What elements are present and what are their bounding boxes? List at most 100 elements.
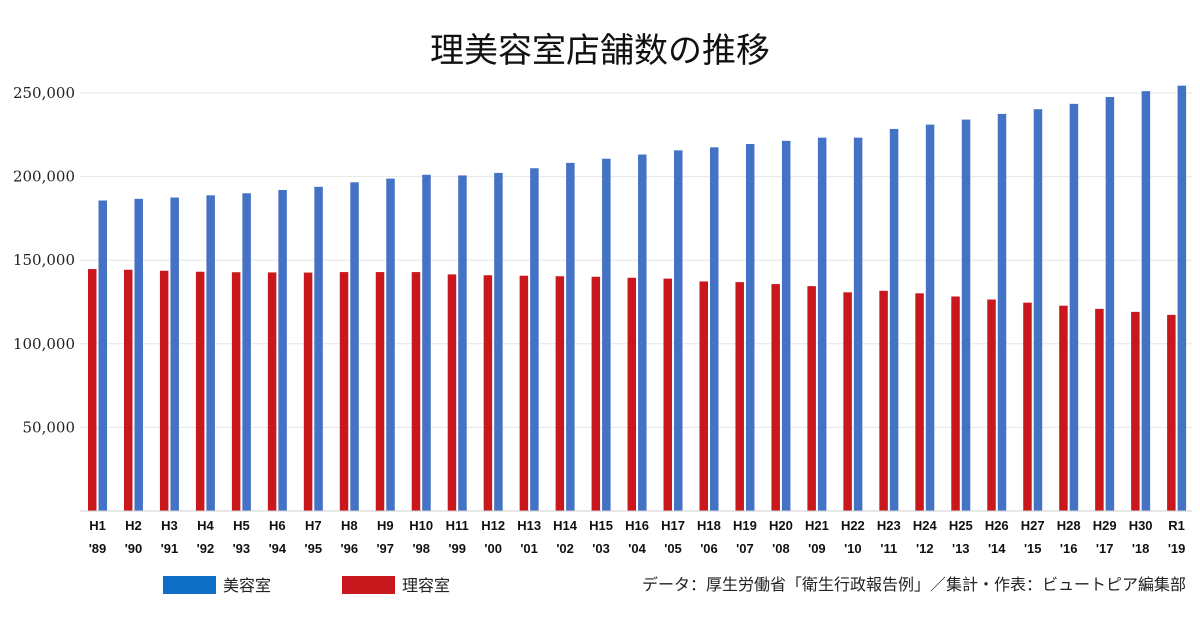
x-tick-label: H6 bbox=[269, 518, 286, 533]
bar-riyoshitsu bbox=[1023, 302, 1032, 511]
bar-riyoshitsu bbox=[375, 272, 385, 511]
x-tick-label: H7 bbox=[305, 518, 322, 533]
y-axis-ticks: 50,000 100,000 150,000 200,000 250,000 bbox=[13, 84, 75, 436]
bar-biyoshitsu bbox=[422, 174, 431, 511]
bar-riyoshitsu bbox=[987, 299, 996, 511]
x-tick-label: H13 bbox=[517, 518, 541, 533]
x-tick-label: H25 bbox=[949, 518, 973, 533]
bar-riyoshitsu bbox=[231, 272, 241, 511]
x-tick-label-year: '02 bbox=[556, 541, 574, 556]
x-tick-label: H15 bbox=[589, 518, 613, 533]
bar-biyoshitsu bbox=[1141, 91, 1151, 511]
x-tick-label-year: '07 bbox=[736, 541, 754, 556]
x-tick-label: H4 bbox=[197, 518, 214, 533]
bar-biyoshitsu bbox=[530, 168, 539, 512]
legend-label: 理容室 bbox=[402, 576, 450, 595]
x-tick-label-year: '97 bbox=[376, 541, 394, 556]
x-tick-label-year: '06 bbox=[700, 541, 718, 556]
y-tick-label: 150,000 bbox=[13, 251, 75, 269]
bar-riyoshitsu bbox=[159, 270, 169, 511]
x-tick-label-year: '95 bbox=[305, 541, 323, 556]
source-note: データ：厚生労働省「衛生行政報告例」／集計・作表：ビュートピア編集部 bbox=[642, 575, 1186, 594]
y-tick-label: 250,000 bbox=[13, 84, 75, 102]
legend-swatch bbox=[163, 576, 216, 594]
bar-biyoshitsu bbox=[925, 124, 935, 511]
x-tick-label-year: '00 bbox=[484, 541, 502, 556]
x-tick-label-year: '96 bbox=[341, 541, 359, 556]
bar-biyoshitsu bbox=[242, 193, 251, 511]
x-tick-label: H22 bbox=[841, 518, 865, 533]
bars bbox=[88, 85, 1187, 512]
bar-biyoshitsu bbox=[206, 195, 215, 511]
x-tick-label-year: '94 bbox=[269, 541, 287, 556]
bar-biyoshitsu bbox=[602, 158, 611, 511]
x-tick-label: H12 bbox=[481, 518, 505, 533]
x-tick-label: H8 bbox=[341, 518, 358, 533]
x-tick-label-year: '93 bbox=[233, 541, 251, 556]
bar-riyoshitsu bbox=[735, 282, 744, 511]
bar-biyoshitsu bbox=[458, 175, 467, 511]
bar-biyoshitsu bbox=[278, 189, 287, 511]
bar-biyoshitsu bbox=[350, 182, 359, 512]
legend-swatch bbox=[342, 576, 395, 594]
x-tick-label-year: '16 bbox=[1060, 541, 1078, 556]
x-tick-label: H28 bbox=[1057, 518, 1081, 533]
x-tick-label: H9 bbox=[377, 518, 394, 533]
bar-biyoshitsu bbox=[1069, 103, 1079, 512]
bar-riyoshitsu bbox=[663, 278, 673, 511]
x-tick-label-year: '13 bbox=[952, 541, 970, 556]
bar-biyoshitsu bbox=[1033, 109, 1043, 512]
bar-biyoshitsu bbox=[1105, 97, 1115, 511]
bar-biyoshitsu bbox=[566, 162, 575, 512]
bar-riyoshitsu bbox=[1059, 305, 1068, 511]
bar-riyoshitsu bbox=[951, 296, 960, 511]
x-tick-label: H17 bbox=[661, 518, 685, 533]
x-tick-label: H21 bbox=[805, 518, 829, 533]
bar-biyoshitsu bbox=[889, 128, 899, 511]
bar-biyoshitsu bbox=[386, 178, 395, 512]
x-tick-label-year: '14 bbox=[988, 541, 1006, 556]
x-tick-label-year: '01 bbox=[520, 541, 538, 556]
x-tick-label: H27 bbox=[1021, 518, 1045, 533]
bar-biyoshitsu bbox=[1177, 85, 1187, 512]
x-tick-label: H5 bbox=[233, 518, 250, 533]
bar-riyoshitsu bbox=[88, 269, 97, 511]
bar-riyoshitsu bbox=[195, 271, 205, 511]
bar-riyoshitsu bbox=[771, 284, 780, 511]
y-tick-label: 200,000 bbox=[13, 168, 75, 186]
x-tick-label-year: '08 bbox=[772, 541, 790, 556]
y-tick-label: 50,000 bbox=[23, 418, 76, 436]
bar-riyoshitsu bbox=[303, 272, 313, 511]
x-tick-label: H14 bbox=[553, 518, 578, 533]
bar-biyoshitsu bbox=[853, 137, 863, 511]
x-tick-label-year: '04 bbox=[628, 541, 646, 556]
bar-riyoshitsu bbox=[591, 276, 601, 511]
bar-riyoshitsu bbox=[699, 281, 708, 511]
bar-riyoshitsu bbox=[627, 277, 637, 511]
bar-riyoshitsu bbox=[519, 275, 529, 511]
gridlines bbox=[80, 92, 1192, 428]
chart-title: 理美容室店舗数の推移 bbox=[430, 31, 770, 71]
bar-riyoshitsu bbox=[555, 276, 565, 511]
x-tick-label-year: '10 bbox=[844, 541, 862, 556]
x-tick-label: R1 bbox=[1168, 518, 1185, 533]
x-tick-label: H19 bbox=[733, 518, 757, 533]
bar-riyoshitsu bbox=[843, 292, 852, 511]
bar-biyoshitsu bbox=[709, 147, 719, 511]
bar-biyoshitsu bbox=[674, 150, 683, 511]
x-tick-label-year: '05 bbox=[664, 541, 682, 556]
bar-biyoshitsu bbox=[638, 154, 647, 511]
bar-riyoshitsu bbox=[807, 286, 816, 511]
bar-biyoshitsu bbox=[494, 172, 503, 511]
bar-biyoshitsu bbox=[314, 186, 323, 511]
bar-riyoshitsu bbox=[411, 272, 421, 511]
x-tick-label-year: '99 bbox=[448, 541, 466, 556]
x-axis-ticks: H1 '89 H2 '90 H3 '91 H4 '92 H5 '93 H6 '94 H7 '95 H8 '96… bbox=[89, 518, 1186, 556]
x-tick-label-year: '17 bbox=[1096, 541, 1114, 556]
x-tick-label-year: '11 bbox=[880, 541, 897, 556]
legend: 美容室 理容室 bbox=[163, 576, 450, 595]
x-tick-label-year: '92 bbox=[197, 541, 215, 556]
bar-riyoshitsu bbox=[1095, 308, 1104, 511]
